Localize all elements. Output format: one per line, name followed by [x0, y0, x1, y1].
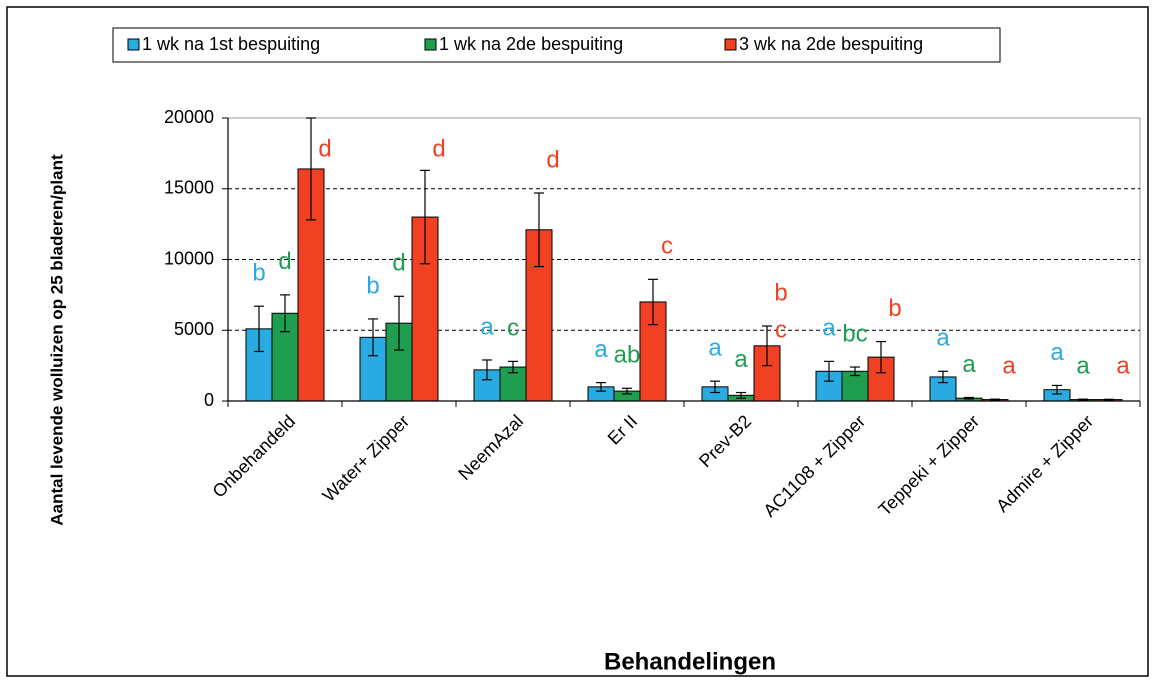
legend-label: 3 wk na 2de bespuiting	[739, 34, 923, 54]
significance-letter: a	[1116, 353, 1130, 380]
significance-letter: bc	[842, 320, 867, 347]
significance-letter: d	[278, 248, 291, 275]
y-axis-title: Aantal levende wolluizen op 25 bladeren/…	[47, 154, 66, 526]
x-axis-title: Behandelingen	[604, 648, 776, 675]
legend-label: 1 wk na 1st bespuiting	[142, 34, 320, 54]
legend-label: 1 wk na 2de bespuiting	[439, 34, 623, 54]
significance-letter: ab	[614, 342, 641, 369]
significance-letter: a	[1050, 339, 1064, 366]
significance-letter: a	[734, 346, 748, 373]
significance-letter: b	[888, 295, 901, 322]
significance-letter: c	[775, 316, 787, 343]
significance-letter: b	[774, 279, 787, 306]
legend-box	[112, 27, 1001, 63]
significance-letter: c	[507, 315, 519, 342]
significance-letter: c	[661, 233, 673, 260]
y-tick-label: 20000	[164, 107, 214, 127]
significance-letter: d	[432, 135, 445, 162]
significance-letter: a	[480, 313, 494, 340]
legend-swatch	[424, 38, 437, 51]
significance-letter: a	[822, 315, 836, 342]
y-tick-label: 15000	[164, 178, 214, 198]
significance-letter: a	[1076, 353, 1090, 380]
significance-letter: a	[708, 335, 722, 362]
significance-letter: a	[1002, 353, 1016, 380]
y-tick-label: 5000	[174, 319, 214, 339]
significance-letter: d	[392, 250, 405, 277]
significance-letter: b	[366, 272, 379, 299]
significance-letter: b	[252, 260, 265, 287]
legend-swatch	[127, 38, 140, 51]
significance-letter: d	[318, 135, 331, 162]
significance-letter: a	[936, 325, 950, 352]
significance-letter: a	[962, 351, 976, 378]
significance-letter: d	[546, 146, 559, 173]
y-tick-label: 10000	[164, 248, 214, 268]
legend-swatch	[724, 38, 737, 51]
significance-letter: a	[594, 336, 608, 363]
y-tick-label: 0	[204, 390, 214, 410]
